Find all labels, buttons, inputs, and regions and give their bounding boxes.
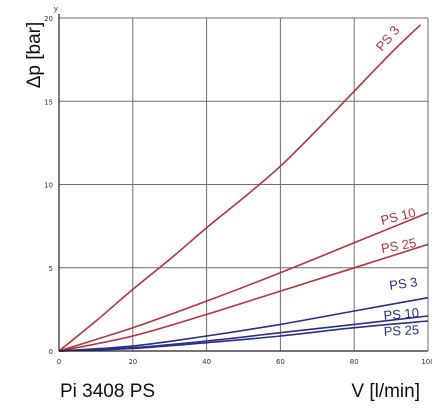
series-line-5 bbox=[59, 321, 428, 351]
x-tick-label-4: 80 bbox=[350, 358, 359, 366]
x-tick-label-3: 60 bbox=[276, 358, 285, 366]
series-label-3: PS 3 bbox=[388, 274, 418, 293]
x-tick-label-2: 40 bbox=[202, 358, 211, 366]
y-tick-label-3: 15 bbox=[44, 98, 53, 106]
x-tick-label-0: 0 bbox=[57, 358, 61, 366]
x-axis-label: V [l/min] bbox=[351, 381, 420, 402]
series-label-4: PS 10 bbox=[383, 305, 420, 323]
y-tick-label-4: 20 bbox=[44, 15, 53, 23]
y-axis-label: Δp [bar] bbox=[24, 22, 45, 89]
grid-lines bbox=[59, 18, 428, 351]
series-line-0 bbox=[59, 25, 421, 351]
series-lines bbox=[59, 25, 428, 351]
x-tick-label-5: 100 bbox=[421, 358, 432, 366]
y-tick-label-1: 5 bbox=[49, 265, 53, 273]
series-line-2 bbox=[59, 244, 428, 351]
y-axis-letter: y bbox=[54, 5, 58, 13]
y-tick-label-2: 10 bbox=[44, 182, 53, 190]
series-label-0: PS 3 bbox=[373, 23, 403, 54]
x-tick-label-1: 20 bbox=[128, 358, 137, 366]
tick-labels: 0 20 40 60 80 100 0 5 10 15 20 bbox=[44, 15, 432, 366]
chart-title: Pi 3408 PS bbox=[60, 381, 155, 402]
series-label-2: PS 25 bbox=[380, 235, 417, 256]
series-label-5: PS 25 bbox=[383, 322, 419, 339]
y-tick-label-0: 0 bbox=[49, 348, 53, 356]
